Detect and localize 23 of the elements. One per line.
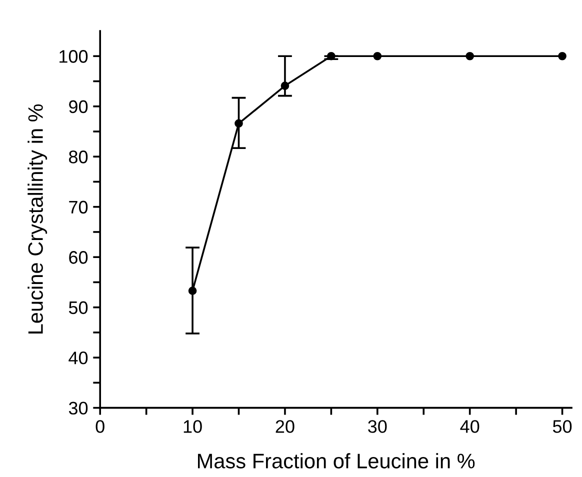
point [327, 52, 336, 60]
x-tick-label: 40 [460, 420, 480, 433]
y-tick-label: 50 [68, 301, 88, 314]
x-tick-label: 20 [276, 420, 294, 433]
x-tick-label: 10 [184, 420, 202, 433]
point [234, 119, 243, 128]
x-tick-label: 50 [552, 420, 572, 433]
point [280, 82, 290, 90]
y-tick-label: 30 [68, 402, 88, 415]
y-tick-label: 70 [69, 200, 88, 214]
y-tick-label: 100 [60, 50, 88, 63]
y-tick-label: 40 [68, 352, 88, 364]
point [558, 52, 566, 60]
x-tick-label: 30 [368, 420, 387, 433]
x-axis-title: Mass Fraction of Leucine in % [198, 453, 475, 468]
y-tick-label: 80 [69, 150, 88, 164]
y-axis-title: Leucine Crystallinity in % [28, 104, 48, 334]
x-tick-label: 0 [96, 420, 104, 433]
y-tick-label: 90 [69, 100, 88, 114]
point [373, 52, 382, 60]
y-tick-label: 60 [69, 251, 88, 264]
point [466, 52, 474, 60]
point [188, 286, 197, 295]
